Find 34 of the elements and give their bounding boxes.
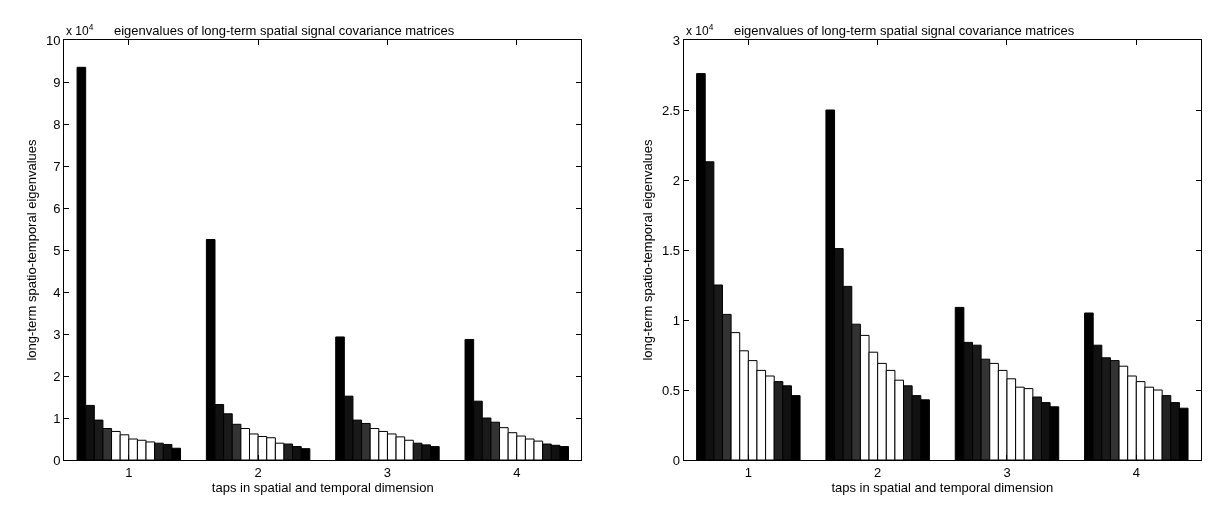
chart-title: eigenvalues of long-term spatial signal covariance matrices <box>114 23 455 38</box>
y-tick-label: 3 <box>53 326 61 342</box>
x-tick-label: 2 <box>874 464 882 480</box>
chart-title: eigenvalues of long-term spatial signal covariance matrices <box>734 23 1075 38</box>
y-tick-label: 3 <box>672 32 681 48</box>
y-tick-label: 0 <box>53 452 61 468</box>
y-tick-label: 9 <box>53 74 61 90</box>
text: x 10$^{4}$ <box>66 22 94 39</box>
y-tick-label: 7 <box>53 158 61 174</box>
x-axis-title: taps in spatial and temporal dimension <box>831 480 1054 496</box>
x-axis-title: taps in spatial and temporal dimension <box>211 480 434 496</box>
y-tick-label: 10 <box>46 32 61 48</box>
y-tick-label: 1 <box>672 312 681 328</box>
y-axis-title: long-term spatio-temporal eigenvalues <box>639 138 655 361</box>
x-tick-label: 1 <box>125 464 133 480</box>
x-tick-label: 3 <box>383 464 392 480</box>
y-tick-label: 1 <box>53 410 61 426</box>
y-tick-label: 2 <box>672 172 681 188</box>
y-tick-label: 0 <box>672 452 681 468</box>
x-tick-label: 2 <box>254 464 262 480</box>
y-tick-label: 0.5 <box>662 382 681 398</box>
y-tick-label: 1.5 <box>662 242 681 258</box>
text: x 10$^{4}$ <box>686 22 714 39</box>
x-tick-label: 4 <box>1132 464 1140 480</box>
y-tick-label: 4 <box>53 284 61 300</box>
x-tick-label: 3 <box>1003 464 1011 480</box>
y-tick-label: 5 <box>53 242 61 258</box>
y-axis-title: long-term spatio-temporal eigenvalues <box>24 138 40 361</box>
y-tick-label: 2.5 <box>662 102 681 118</box>
x-tick-label: 4 <box>513 464 521 480</box>
y-tick-label: 2 <box>53 368 61 384</box>
x-tick-label: 1 <box>744 464 752 480</box>
y-tick-label: 8 <box>53 116 61 132</box>
y-tick-label: 6 <box>53 200 61 216</box>
